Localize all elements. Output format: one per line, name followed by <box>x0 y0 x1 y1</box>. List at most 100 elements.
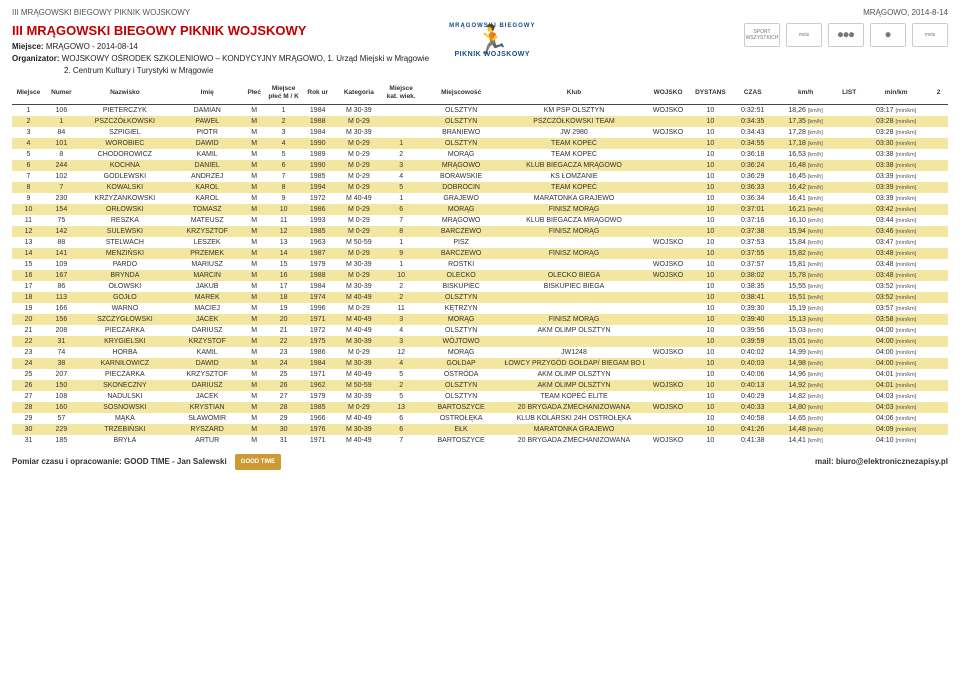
cell-wojsko <box>645 336 692 347</box>
cell-plec: M <box>242 149 266 160</box>
cell-dystans: 10 <box>692 402 730 413</box>
table-row: 31185BRYŁAARTURM311971M 40-497BARTOSZYCE… <box>12 435 948 446</box>
cell-nazwisko: BRYNDA <box>78 270 172 281</box>
cell-czas: 0:39:56 <box>729 325 776 336</box>
cell-minkm: 03:17 [min/km] <box>863 104 929 116</box>
cell-imie: TOMASZ <box>172 204 243 215</box>
cell-wojsko <box>645 413 692 424</box>
cell-nazwisko: GOJŁO <box>78 292 172 303</box>
cell-czas: 0:37:01 <box>729 204 776 215</box>
table-row: 21208PIECZARKADARIUSZM211972M 40-494OLSZ… <box>12 325 948 336</box>
cell-nazwisko: KARNIŁOWICZ <box>78 358 172 369</box>
cell-miejsce: 5 <box>12 149 45 160</box>
cell-dystans: 10 <box>692 215 730 226</box>
cell-kat: M 30-39 <box>334 281 383 292</box>
cell-kat: M 0-29 <box>334 248 383 259</box>
cell-mpk: 8 <box>266 182 301 193</box>
cell-dystans: 10 <box>692 149 730 160</box>
cell-miejscowosc: OLSZTYN <box>419 116 504 127</box>
event-title: III MRĄGOWSKI BIEGOWY PIKNIK WOJSKOWY <box>12 23 429 38</box>
cell-mpk: 13 <box>266 237 301 248</box>
cell-miejscowosc: GRAJEWO <box>419 193 504 204</box>
cell-mpk: 17 <box>266 281 301 292</box>
cell-miejscowosc: MORĄG <box>419 347 504 358</box>
cell-kmh: 17,18 [km/h] <box>776 138 835 149</box>
cell-nazwisko: KOWALSKI <box>78 182 172 193</box>
cell-klub: FINISZ MORĄG <box>503 204 644 215</box>
cell-miejscowosc: BARCZEWO <box>419 226 504 237</box>
cell-kat: M 30-39 <box>334 391 383 402</box>
sponsor-logo: ⬤⬤⬤ <box>828 23 864 47</box>
cell-czas: 0:36:33 <box>729 182 776 193</box>
cell-plec: M <box>242 369 266 380</box>
cell-mkw: 9 <box>384 248 419 259</box>
cell-mkw: 3 <box>384 336 419 347</box>
cell-imie: LESZEK <box>172 237 243 248</box>
cell-list <box>835 402 863 413</box>
cell-list <box>835 127 863 138</box>
cell-mkw: 4 <box>384 325 419 336</box>
cell-kat: M 30-39 <box>334 336 383 347</box>
cell-kat: M 50-59 <box>334 380 383 391</box>
cell-wojsko <box>645 204 692 215</box>
cell-imie: JACEK <box>172 314 243 325</box>
results-table: MiejsceNumerNazwiskoImięPłećMiejsce płeć… <box>12 82 948 446</box>
cell-wojsko <box>645 193 692 204</box>
cell-minkm: 03:47 [min/km] <box>863 237 929 248</box>
cell-numer: 57 <box>45 413 78 424</box>
cell-klub: FINISZ MORĄG <box>503 314 644 325</box>
cell-kat: M 0-29 <box>334 347 383 358</box>
cell-mkw <box>384 104 419 116</box>
cell-czas: 0:39:40 <box>729 314 776 325</box>
organizator-label: Organizator: <box>12 54 60 63</box>
cell-minkm: 03:57 [min/km] <box>863 303 929 314</box>
cell-two <box>929 116 948 127</box>
cell-kmh: 15,19 [km/h] <box>776 303 835 314</box>
cell-miejscowosc: OLSZTYN <box>419 325 504 336</box>
cell-kmh: 15,03 [km/h] <box>776 325 835 336</box>
sponsor-logo: SPORT WSZYSTKICH <box>744 23 780 47</box>
cell-miejscowosc: KĘTRZYN <box>419 303 504 314</box>
cell-imie: DAMIAN <box>172 104 243 116</box>
cell-miejsce: 1 <box>12 104 45 116</box>
cell-rok: 1979 <box>301 391 334 402</box>
cell-numer: 108 <box>45 391 78 402</box>
cell-numer: 88 <box>45 237 78 248</box>
cell-rok: 1996 <box>301 303 334 314</box>
cell-wojsko <box>645 358 692 369</box>
cell-kmh: 17,35 [km/h] <box>776 116 835 127</box>
cell-miejsce: 16 <box>12 270 45 281</box>
cell-nazwisko: TRZEBIŃSKI <box>78 424 172 435</box>
cell-wojsko <box>645 391 692 402</box>
cell-dystans: 10 <box>692 358 730 369</box>
cell-imie: ARTUR <box>172 435 243 446</box>
cell-numer: 106 <box>45 104 78 116</box>
cell-minkm: 04:01 [min/km] <box>863 380 929 391</box>
cell-list <box>835 259 863 270</box>
cell-imie: PIOTR <box>172 127 243 138</box>
cell-dystans: 10 <box>692 182 730 193</box>
cell-two <box>929 336 948 347</box>
cell-miejsce: 22 <box>12 336 45 347</box>
cell-dystans: 10 <box>692 369 730 380</box>
table-row: 1106PIETERCZYKDAMIANM11984M 30-39OLSZTYN… <box>12 104 948 116</box>
cell-miejsce: 24 <box>12 358 45 369</box>
cell-two <box>929 303 948 314</box>
cell-list <box>835 116 863 127</box>
cell-mkw: 6 <box>384 204 419 215</box>
table-row: 26150SKONECZNYDARIUSZM261962M 50-592OLSZ… <box>12 380 948 391</box>
center-logo: MRĄGOWSKI BIEGOWY 🏃 PIKNIK WOJSKOWY <box>449 23 535 58</box>
cell-wojsko <box>645 160 692 171</box>
footer: Pomiar czasu i opracowanie: GOOD TIME - … <box>12 454 948 470</box>
table-row: 25207PIECZARKAKRZYSZTOFM251971M 40-495OS… <box>12 369 948 380</box>
cell-kat: M 30-39 <box>334 259 383 270</box>
sponsor-logo: msis <box>912 23 948 47</box>
cell-imie: MAREK <box>172 292 243 303</box>
cell-minkm: 04:10 [min/km] <box>863 435 929 446</box>
cell-miejsce: 28 <box>12 402 45 413</box>
cell-numer: 113 <box>45 292 78 303</box>
cell-numer: 208 <box>45 325 78 336</box>
cell-list <box>835 435 863 446</box>
cell-miejsce: 12 <box>12 226 45 237</box>
cell-minkm: 04:00 [min/km] <box>863 336 929 347</box>
